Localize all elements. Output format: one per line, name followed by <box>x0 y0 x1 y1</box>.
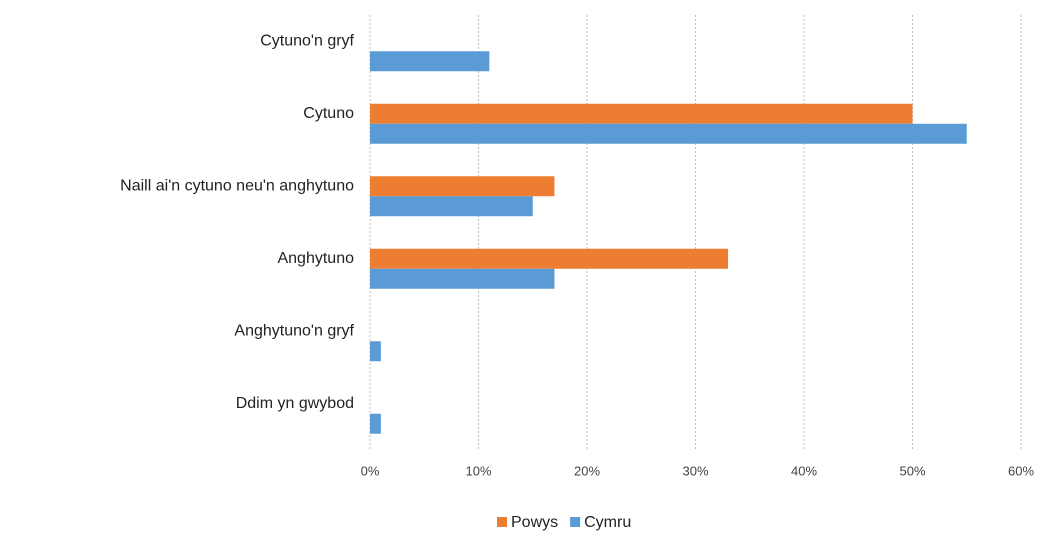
bar <box>370 103 913 124</box>
y-tick-label: Ddim yn gwybod <box>236 395 354 412</box>
x-tick-label: 40% <box>791 463 817 478</box>
bar <box>370 51 490 72</box>
legend-swatch <box>497 517 507 527</box>
bar <box>370 248 729 269</box>
x-tick-label: 20% <box>574 463 600 478</box>
x-tick-label: 50% <box>899 463 925 478</box>
bar <box>370 413 381 434</box>
legend-label: Cymru <box>584 514 631 531</box>
legend-swatch <box>570 517 581 527</box>
y-tick-label: Cytuno <box>303 105 354 122</box>
bar <box>370 196 533 217</box>
y-tick-label: Anghytuno'n gryf <box>234 322 354 339</box>
bar <box>370 268 555 289</box>
legend-label: Powys <box>511 514 558 531</box>
x-tick-label: 0% <box>361 463 380 478</box>
y-tick-label: Anghytuno <box>277 250 354 267</box>
y-tick-label: Cytuno'n gryf <box>260 32 354 49</box>
x-tick-label: 60% <box>1008 463 1034 478</box>
bar <box>370 123 967 144</box>
y-tick-label: Naill ai'n cytuno neu'n anghytuno <box>120 177 354 194</box>
bar <box>370 341 381 362</box>
bar <box>370 176 555 197</box>
x-tick-label: 10% <box>465 463 491 478</box>
x-tick-label: 30% <box>682 463 708 478</box>
